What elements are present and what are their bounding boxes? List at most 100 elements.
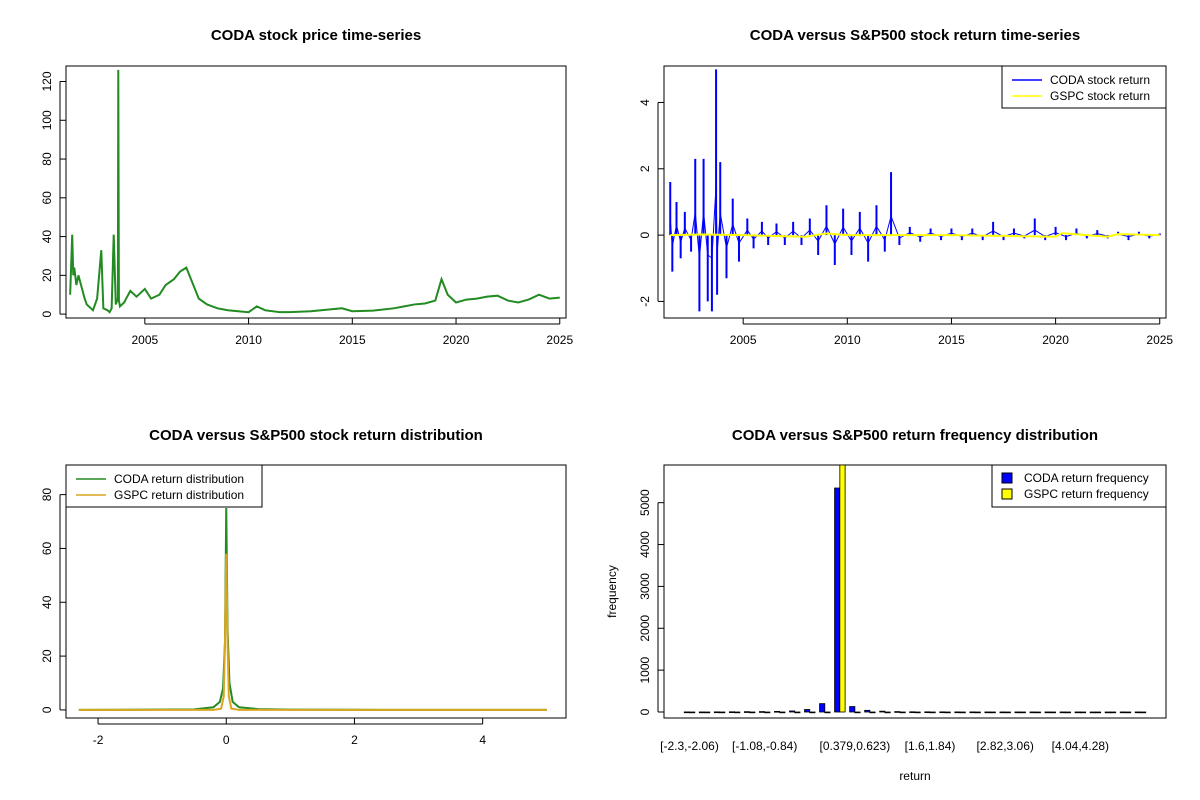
x-bin-label: [0.379,0.623) (820, 739, 891, 753)
plot-frame (65, 464, 567, 719)
plot-frame (663, 464, 1167, 719)
y-tick-label: 100 (40, 110, 54, 130)
bar (824, 711, 831, 714)
x-tick-label: 2 (351, 733, 358, 747)
bar (1019, 711, 1026, 714)
x-bin-label: [1.6,1.84) (905, 739, 956, 753)
x-bin-label: [-2.3,-2.06) (660, 739, 719, 753)
x-tick-label: 0 (223, 733, 230, 747)
bar (804, 709, 811, 713)
x-tick-label: 2010 (235, 333, 262, 347)
x-tick-label: 4 (479, 733, 486, 747)
y-tick-label: 40 (40, 230, 54, 244)
bar (719, 711, 726, 714)
plot-area (69, 69, 560, 314)
bar (984, 711, 991, 714)
legend-label: CODA return distribution (114, 472, 244, 486)
bar (764, 711, 771, 714)
y-tick-label: 20 (40, 268, 54, 282)
legend-swatch (1001, 472, 1013, 484)
x-tick-label: 2015 (938, 333, 965, 347)
bar (1049, 711, 1056, 714)
plot-frame (65, 65, 567, 319)
bar (879, 710, 886, 713)
chart-panel-price: CODA stock price time-series 2005 2010 2015… (40, 27, 573, 347)
x-axis-label: return (899, 769, 930, 783)
y-tick-label: 2 (638, 165, 652, 172)
bar (1074, 711, 1081, 714)
bar (849, 706, 856, 713)
bar (1064, 711, 1071, 714)
bar (713, 711, 720, 714)
bar (989, 711, 996, 714)
bar (1034, 711, 1041, 714)
legend-label: GSPC return frequency (1024, 487, 1149, 501)
legend-label: CODA return frequency (1024, 471, 1149, 485)
bar (683, 711, 690, 714)
bar (1079, 711, 1087, 714)
legend-swatch (1001, 488, 1013, 500)
bar (1125, 711, 1132, 714)
bar (1140, 711, 1147, 714)
bar (1004, 711, 1011, 714)
bar (689, 711, 696, 714)
series-line-0 (69, 69, 560, 314)
x-bin-label: [2.82,3.06) (977, 739, 1034, 753)
bar (899, 711, 906, 714)
chart-panel-density: CODA versus S&P500 stock return distribu… (40, 427, 567, 747)
x-tick-label: 2010 (834, 333, 861, 347)
bar (929, 711, 936, 714)
y-tick-label: 4 (638, 99, 652, 106)
series-line-1 (78, 553, 547, 711)
bar (1134, 711, 1141, 714)
y-tick-label: 120 (40, 71, 54, 91)
y-tick-label: 0 (638, 231, 652, 238)
bar (728, 711, 736, 713)
bar (884, 711, 891, 714)
plot-area (78, 508, 547, 711)
bar (1104, 711, 1111, 714)
bar (834, 487, 841, 713)
bar (854, 711, 861, 714)
bar (1044, 711, 1051, 714)
bar (1089, 711, 1096, 714)
y-tick-label: 60 (40, 191, 54, 205)
bar (704, 711, 711, 714)
chart-title: CODA stock price time-series (211, 27, 421, 44)
y-tick-label: 4000 (638, 531, 652, 558)
bar (809, 711, 816, 714)
y-tick-label: 20 (40, 649, 54, 663)
bar (759, 711, 766, 713)
bar (839, 464, 846, 713)
plot-area (669, 69, 1161, 312)
x-tick-label: 2005 (730, 333, 757, 347)
plot-frame (663, 65, 1167, 319)
legend-label: GSPC return distribution (114, 488, 244, 502)
x-tick-label: 2025 (1146, 333, 1173, 347)
bar (1029, 711, 1036, 714)
bar (974, 711, 981, 714)
bar (1110, 711, 1117, 714)
bar (924, 711, 931, 714)
y-tick-label: 5000 (638, 489, 652, 516)
y-tick-label: 40 (40, 595, 54, 609)
bar (999, 711, 1006, 714)
legend-box (65, 464, 263, 508)
bar (969, 711, 976, 714)
chart-panel-histogram: CODA versus S&P500 return frequency dist… (605, 427, 1167, 783)
bar (1094, 711, 1102, 714)
y-tick-label: 60 (40, 541, 54, 555)
bar (909, 711, 916, 713)
chart-title: CODA versus S&P500 stock return distribu… (149, 427, 483, 444)
legend-label: CODA stock return (1050, 73, 1150, 87)
chart-title: CODA versus S&P500 stock return time-ser… (750, 27, 1080, 44)
series-line-coda-return-path (669, 185, 1160, 259)
legend-label: GSPC stock return (1050, 89, 1150, 103)
x-bin-label: [4.04,4.28) (1052, 739, 1109, 753)
bar (1014, 711, 1021, 714)
x-tick-label: 2025 (546, 333, 573, 347)
chart-title: CODA versus S&P500 return frequency dist… (732, 427, 1098, 444)
y-tick-label: 0 (638, 708, 652, 715)
bar (749, 711, 756, 714)
